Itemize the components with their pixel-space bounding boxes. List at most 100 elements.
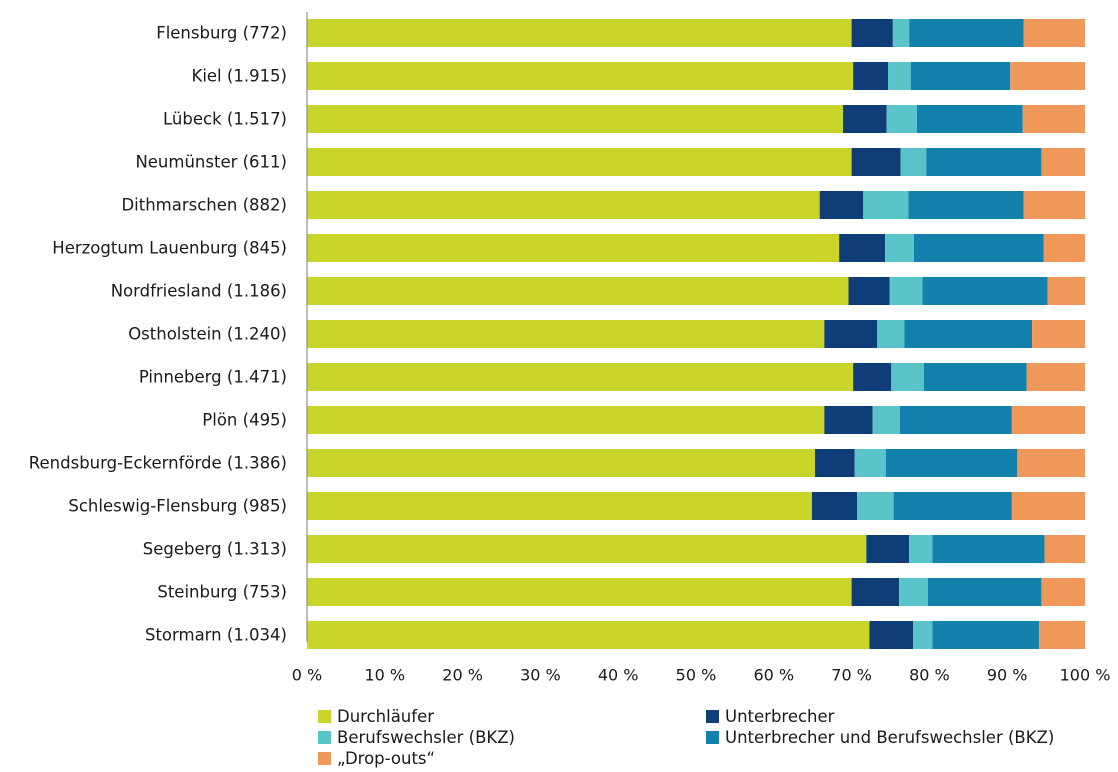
bar-segment — [307, 406, 825, 434]
bar-segment — [307, 105, 844, 133]
bar-segment — [926, 148, 1042, 176]
bar-segment — [1041, 578, 1085, 606]
bar-segment — [824, 406, 873, 434]
bar-segment — [916, 105, 1023, 133]
legend-swatch — [706, 730, 719, 744]
bar-segment — [307, 449, 816, 477]
bar-segment — [307, 62, 854, 90]
bar-segment — [1023, 19, 1085, 47]
bar-segment — [932, 621, 1040, 649]
bar-segment — [857, 492, 894, 520]
bar-segment — [909, 535, 933, 563]
category-label: Kiel (1.915) — [192, 67, 288, 86]
bar-segment — [307, 621, 870, 649]
bar-segment — [885, 234, 914, 262]
bar-segment — [1026, 363, 1085, 391]
bar-segment — [891, 363, 924, 391]
bar-segment — [932, 535, 1045, 563]
x-tick-label: 80 % — [909, 666, 950, 685]
bar-segment — [851, 19, 893, 47]
category-labels: Flensburg (772) Kiel (1.915) Lübeck (1.517… — [29, 24, 287, 645]
x-tick-label: 40 % — [598, 666, 639, 685]
bar-segment — [909, 19, 1024, 47]
category-label: Steinburg (753) — [157, 583, 287, 602]
bar-segment — [1044, 535, 1085, 563]
bar-segment — [1011, 406, 1085, 434]
category-label: Rendsburg-Eckernförde (1.386) — [29, 454, 287, 473]
bar-segment — [1010, 62, 1085, 90]
category-label: Pinneberg (1.471) — [139, 368, 287, 387]
bar-segment — [908, 191, 1024, 219]
legend-label: „Drop-outs“ — [337, 748, 436, 768]
bar-segment — [888, 62, 911, 90]
x-tick-label: 90 % — [987, 666, 1028, 685]
category-label: Dithmarschen (882) — [121, 196, 287, 215]
legend: Durchläufer Unterbrecher Berufswechsler (B… — [318, 706, 1098, 770]
category-label: Ostholstein (1.240) — [128, 325, 287, 344]
bar-segment — [307, 492, 812, 520]
bar-segment — [815, 449, 855, 477]
bar-segment — [927, 578, 1042, 606]
legend-swatch — [706, 709, 719, 723]
category-label: Stormarn (1.034) — [145, 626, 287, 645]
legend-swatch — [318, 730, 331, 744]
legend-item: Unterbrecher und Berufswechsler (BKZ) — [706, 727, 1054, 747]
legend-item: Unterbrecher — [706, 706, 834, 726]
bar-segment — [1017, 449, 1085, 477]
category-label: Herzogtum Lauenburg (845) — [52, 239, 287, 258]
category-label: Schleswig-Flensburg (985) — [68, 497, 287, 516]
category-label: Plön (495) — [202, 411, 287, 430]
bar-segment — [307, 148, 852, 176]
x-tick-label: 60 % — [753, 666, 794, 685]
bar-segment — [853, 363, 892, 391]
legend-swatch — [318, 709, 331, 723]
bar-segment — [307, 320, 825, 348]
bar-segment — [913, 234, 1044, 262]
bar-segment — [848, 277, 890, 305]
x-tick-label: 50 % — [676, 666, 717, 685]
x-tick-label: 30 % — [520, 666, 561, 685]
legend-swatch — [318, 751, 331, 765]
x-tick-label: 20 % — [442, 666, 483, 685]
bar-segment — [869, 621, 914, 649]
bar-segment — [899, 578, 928, 606]
bar-segment — [307, 277, 849, 305]
bar-segment — [1041, 148, 1085, 176]
bar-segment — [843, 105, 887, 133]
bar-segment — [1032, 320, 1085, 348]
x-tick-label: 10 % — [364, 666, 405, 685]
bar-segment — [851, 578, 900, 606]
bar-segment — [307, 578, 852, 606]
x-axis-tick-labels: 0 % 10 % 20 % 30 % 40 % 50 % 60 % 70 % 80 % 90 % 1… — [292, 666, 1111, 685]
category-label: Nordfriesland (1.186) — [111, 282, 287, 301]
legend-item: Durchläufer — [318, 706, 434, 726]
bar-segment — [1022, 105, 1085, 133]
bar-segment — [851, 148, 901, 176]
bar-segment — [307, 234, 840, 262]
bar-segment — [872, 406, 900, 434]
bar-segment — [877, 320, 905, 348]
legend-label: Unterbrecher — [725, 706, 835, 726]
bar-segment — [913, 621, 933, 649]
bar-segment — [923, 363, 1027, 391]
bar-segment — [1023, 191, 1085, 219]
legend-item: Berufswechsler (BKZ) — [318, 727, 515, 747]
bar-segment — [922, 277, 1048, 305]
x-tick-label: 100 % — [1060, 666, 1111, 685]
bar-segment — [1011, 492, 1085, 520]
bar-segment — [899, 406, 1012, 434]
category-label: Lübeck (1.517) — [163, 110, 287, 129]
bar-segment — [307, 191, 820, 219]
bar-segment — [886, 105, 917, 133]
category-label: Neumünster (611) — [135, 153, 287, 172]
bar-segment — [307, 363, 854, 391]
x-tick-label: 0 % — [292, 666, 322, 685]
bar-segment — [910, 62, 1011, 90]
bar-segment — [900, 148, 927, 176]
legend-label: Unterbrecher und Berufswechsler (BKZ) — [725, 727, 1055, 747]
legend-label: Durchläufer — [337, 706, 435, 726]
bar-segment — [866, 535, 910, 563]
bar-segment — [819, 191, 864, 219]
bar-segment — [889, 277, 923, 305]
